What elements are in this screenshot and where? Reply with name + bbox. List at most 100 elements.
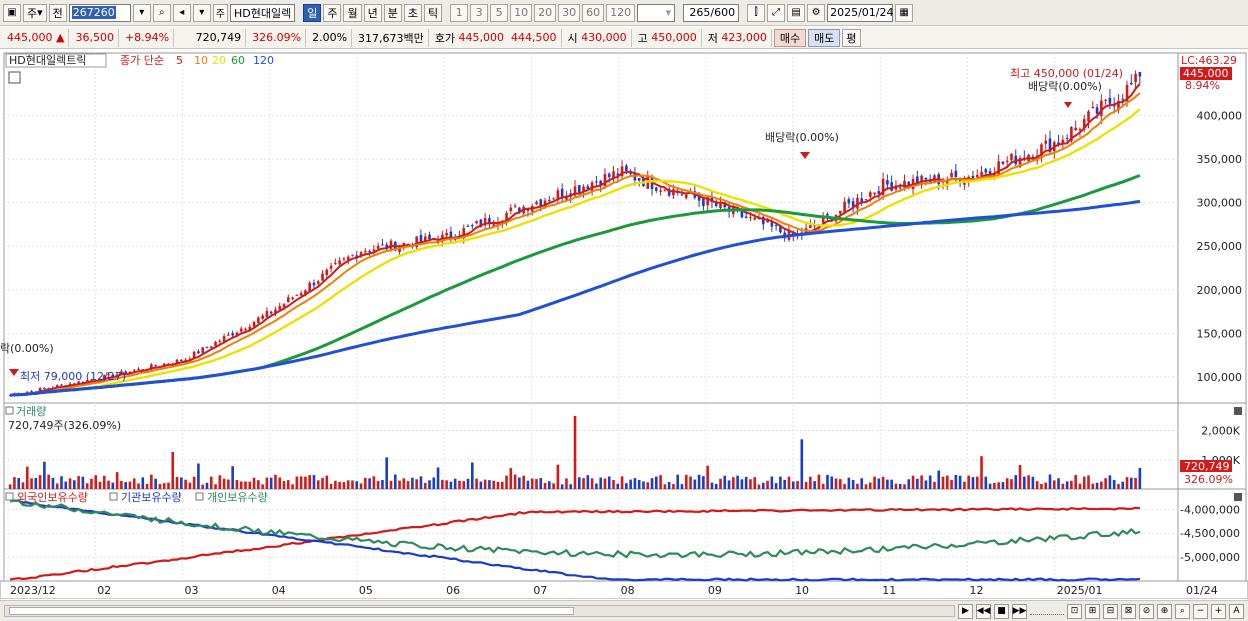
low-price: 저 423,000	[704, 28, 772, 47]
menu-dropdown-icon[interactable]: ▾	[192, 3, 211, 22]
volume-bar	[231, 466, 234, 489]
sell-button[interactable]: 매도	[808, 28, 841, 47]
candle-body	[197, 351, 200, 354]
plus-icon[interactable]: +	[1211, 603, 1226, 619]
candle-body	[150, 364, 153, 370]
period-month-button[interactable]: 월	[343, 3, 362, 22]
stock-code-input[interactable]: 267260	[68, 3, 131, 22]
horizontal-scrollbar[interactable]	[4, 605, 955, 617]
interval-30-button[interactable]: 30	[558, 3, 581, 22]
volume-bar	[783, 479, 786, 489]
interval-120-button[interactable]: 120	[606, 3, 636, 22]
candle-body	[385, 244, 389, 249]
period-week-button[interactable]: 주	[323, 3, 342, 22]
interval-20-button[interactable]: 20	[534, 3, 557, 22]
buy-button[interactable]: 매수	[773, 28, 807, 47]
panel-frame-1	[3, 402, 1179, 490]
period-minute-button[interactable]: 분	[383, 3, 402, 22]
candle-body	[346, 256, 350, 260]
candle-body	[659, 190, 662, 192]
interval-60-button[interactable]: 60	[582, 3, 605, 22]
volume-bar	[1061, 483, 1065, 489]
volume-bar	[171, 451, 175, 489]
candle-type-icon[interactable]: ⫿	[747, 3, 766, 22]
candle-body	[749, 217, 752, 219]
calendar-icon[interactable]: ▦	[895, 3, 914, 22]
play-icon[interactable]: ▶	[958, 603, 973, 619]
ma-legend-60: 60	[231, 54, 245, 67]
window-icon[interactable]: ▣	[3, 3, 21, 22]
minus-icon[interactable]: −	[1193, 603, 1208, 619]
stop-icon[interactable]: ■	[994, 603, 1009, 619]
lc-label: LC:463.29	[1181, 54, 1237, 67]
interval-select[interactable]: ▾	[637, 3, 676, 22]
volume-bar	[64, 481, 68, 489]
speaker-icon[interactable]: ◂	[172, 3, 191, 22]
volume-bar	[17, 478, 20, 489]
candle-body	[141, 369, 145, 371]
volume-bar	[980, 456, 983, 489]
period-year-button[interactable]: 년	[363, 3, 382, 22]
candle-body	[351, 254, 354, 256]
volume-bar	[282, 481, 286, 489]
interval-1-button[interactable]: 1	[450, 3, 469, 22]
period-tick-button[interactable]: 틱	[423, 3, 443, 22]
candle-body	[719, 202, 722, 209]
volume-bar	[753, 477, 757, 489]
volume-bar	[864, 484, 868, 489]
interval-5-button[interactable]: 5	[490, 3, 509, 22]
volume-bar	[637, 480, 641, 489]
code-dropdown-icon[interactable]: ▾	[132, 3, 151, 22]
stock-chart[interactable]: 100,000 150,000 200,000 250,000 300,000 350,0…	[0, 51, 1248, 599]
candle-body	[766, 220, 769, 223]
volume-bar	[25, 466, 29, 489]
forward-icon[interactable]: ▶▶	[1012, 603, 1027, 619]
eval-button[interactable]: 평	[842, 28, 861, 47]
count-input[interactable]: 265/600	[683, 3, 740, 22]
candle-body	[556, 190, 560, 199]
period-select[interactable]: 주 ▾	[23, 3, 47, 22]
interval-10-button[interactable]: 10	[510, 3, 533, 22]
volume-bars	[8, 415, 1142, 489]
candle-body	[684, 194, 688, 198]
volume-bar	[1138, 467, 1142, 489]
gear-icon[interactable]: ⚙	[807, 3, 826, 22]
candle-body	[950, 172, 953, 178]
tool-icon-2[interactable]: ⊞	[1085, 603, 1100, 619]
date-input[interactable]: 2025/01/24	[827, 3, 894, 22]
tool-icon-6[interactable]: ⊕	[1157, 603, 1172, 619]
magnify-icon[interactable]: ⌕	[1175, 603, 1190, 619]
font-size-icon[interactable]: A	[1229, 603, 1244, 619]
tool-icon-5[interactable]: ⊘	[1139, 603, 1154, 619]
prev-button[interactable]: 전	[48, 3, 67, 22]
volume-bar	[201, 484, 205, 489]
current-price: 445,000 ▲	[3, 28, 70, 47]
zoom-slider[interactable]	[1030, 607, 1064, 615]
tool-icon-1[interactable]: ⊡	[1067, 603, 1082, 619]
period-second-button[interactable]: 초	[403, 3, 422, 22]
volume-bar	[154, 478, 157, 489]
x-tick-label: 11	[882, 584, 896, 597]
scroll-thumb[interactable]	[9, 607, 574, 615]
rewind-icon[interactable]: ◀◀	[976, 603, 991, 619]
candle-body	[257, 317, 260, 324]
volume-bar	[1108, 475, 1112, 489]
volume-close-icon	[1234, 407, 1242, 415]
change-pct-tag-label: 8.94%	[1185, 79, 1220, 92]
interval-3-button[interactable]: 3	[470, 3, 489, 22]
candle-body	[993, 173, 996, 177]
tool-icon-4[interactable]: ⊠	[1121, 603, 1136, 619]
save-icon[interactable]: ▤	[787, 3, 806, 22]
volume-bar	[500, 481, 504, 489]
volume-bar	[1048, 474, 1052, 489]
tool-icon-3[interactable]: ⊟	[1103, 603, 1118, 619]
holdings-close-icon	[1234, 493, 1242, 501]
period-day-button[interactable]: 일	[303, 3, 322, 22]
volume-pct: 326.09%	[248, 28, 307, 47]
search-icon[interactable]: ⌕	[152, 3, 171, 22]
volume-bar	[612, 479, 615, 489]
draw-tool-icon[interactable]: ⤢	[767, 3, 786, 22]
candle-body	[612, 171, 615, 179]
candle-body	[43, 387, 46, 389]
volume-bar	[607, 476, 611, 489]
